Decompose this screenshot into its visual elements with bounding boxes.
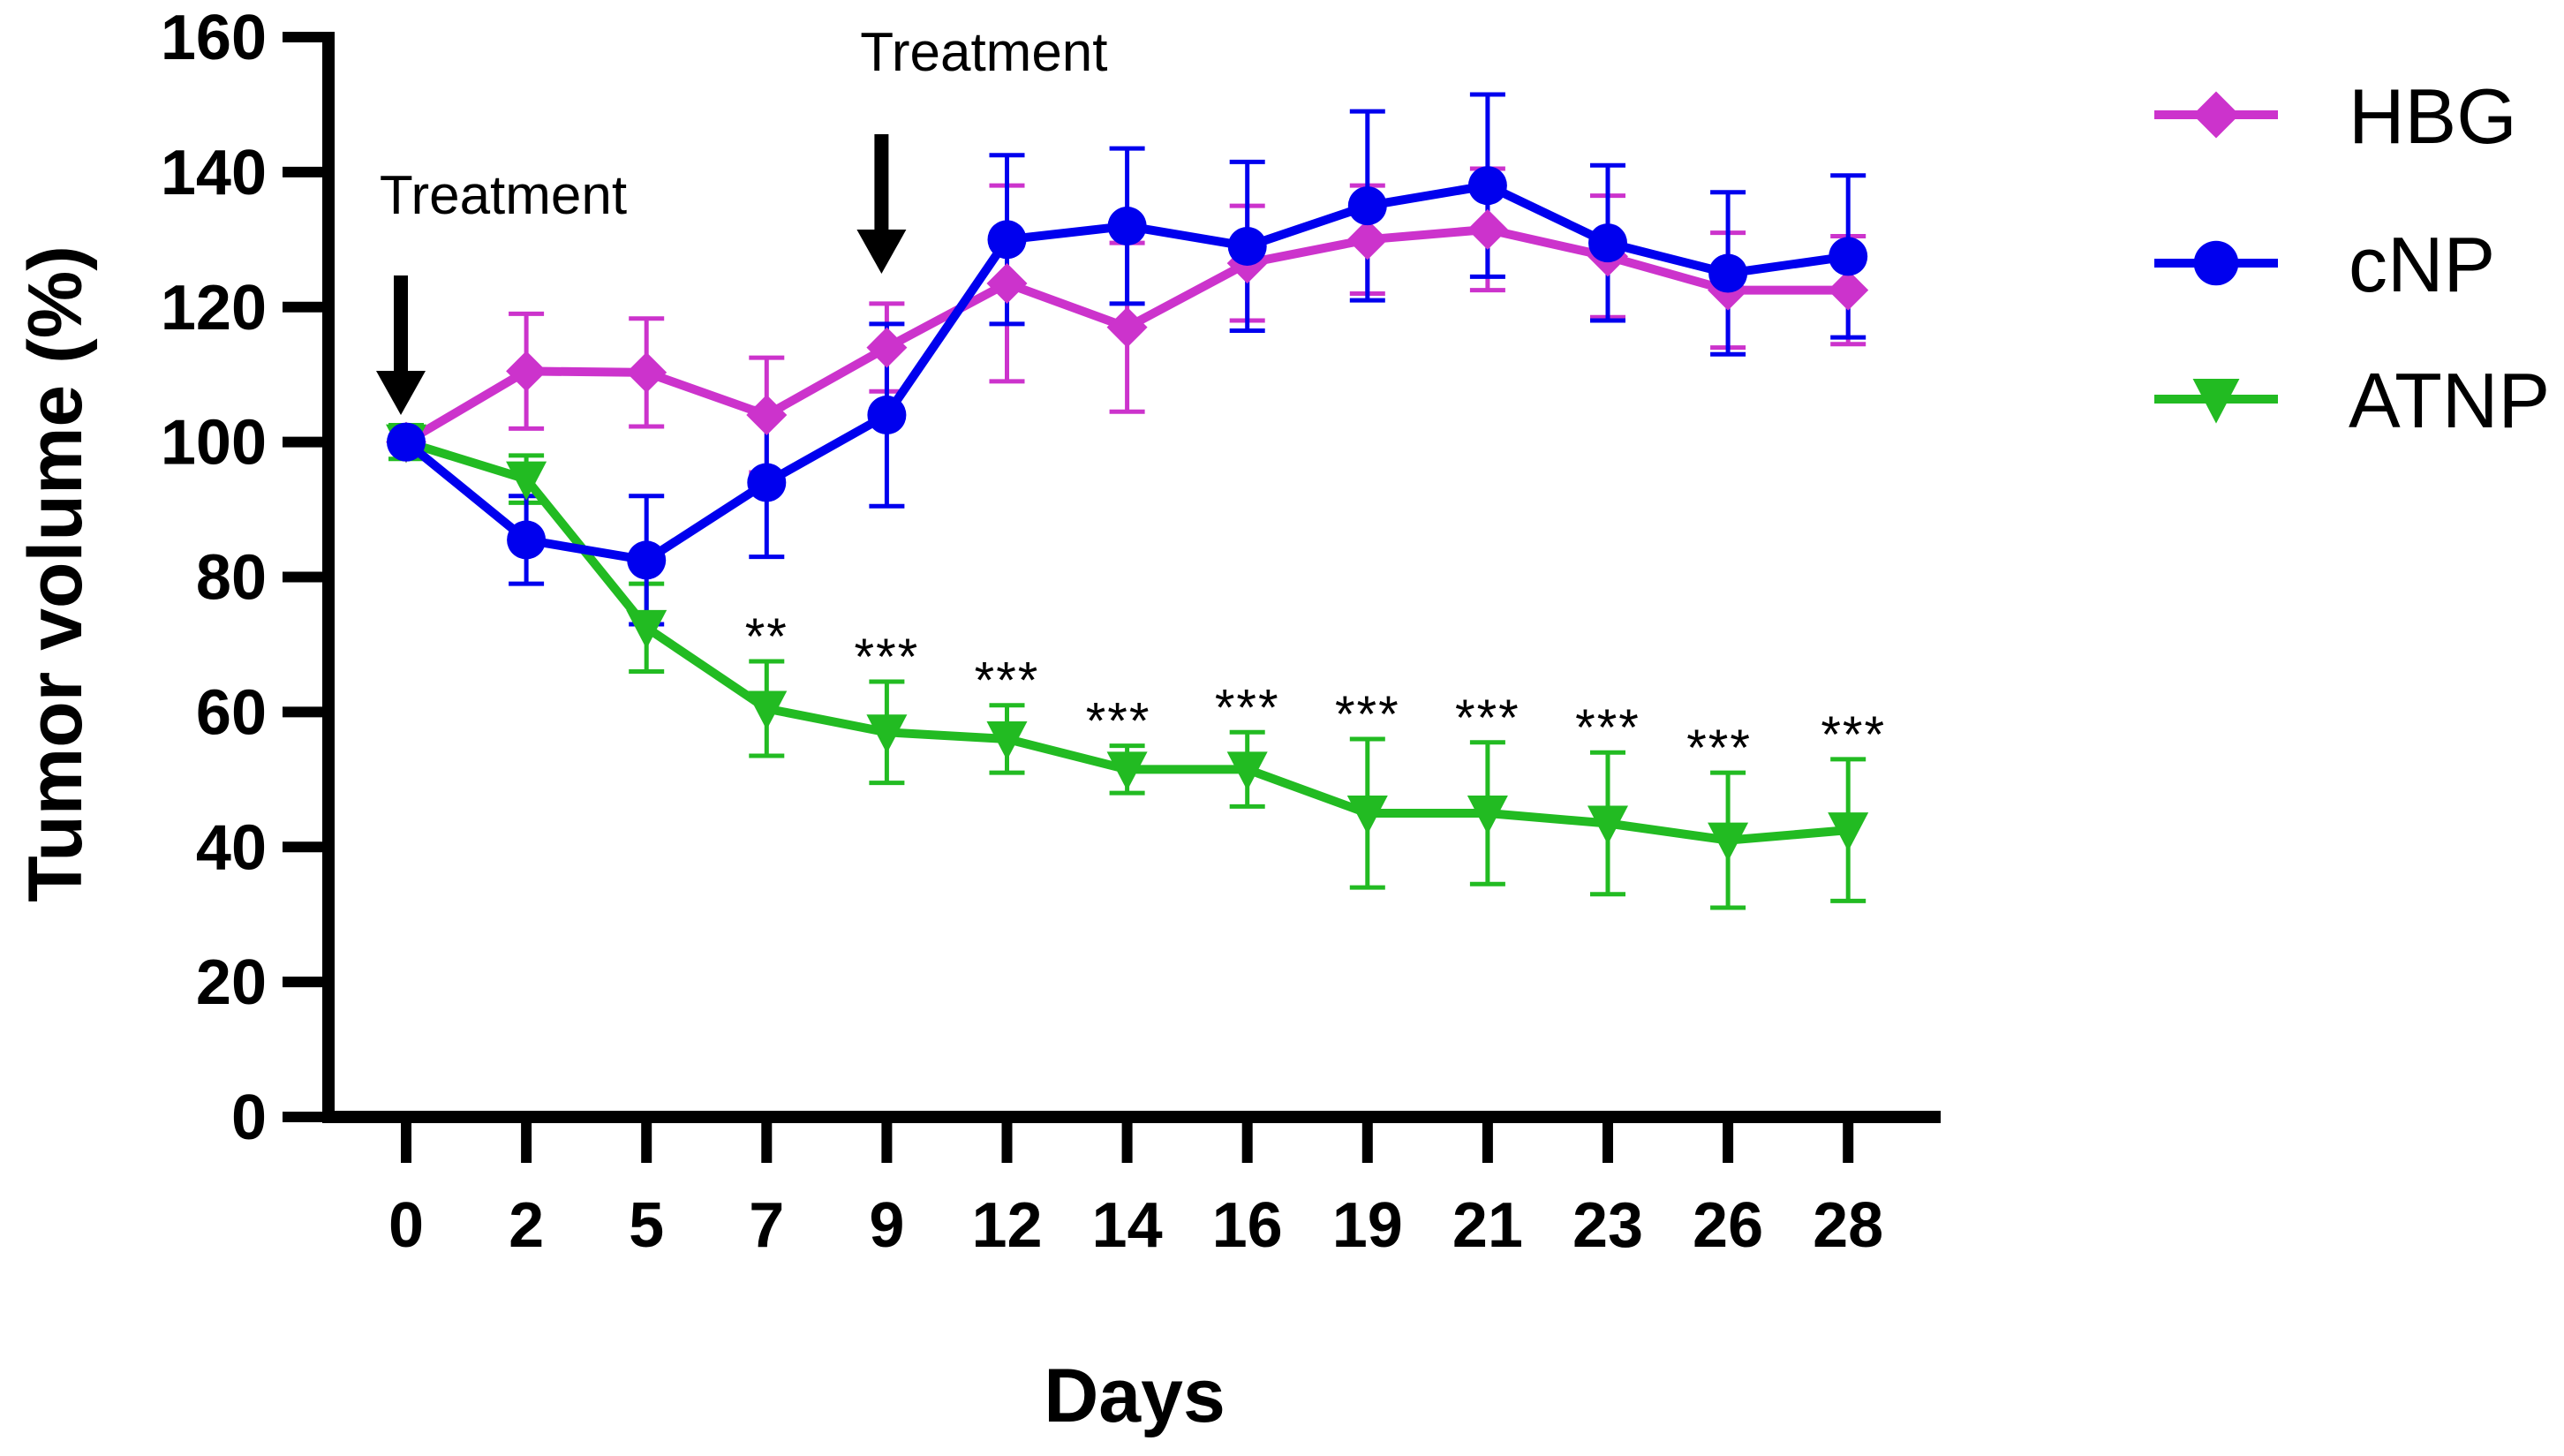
legend-marker-cnp xyxy=(2193,240,2239,286)
significance-label: *** xyxy=(1575,699,1640,757)
data-point-atnp xyxy=(1226,751,1268,791)
x-tick-label: 14 xyxy=(1092,1190,1163,1261)
significance-label: ** xyxy=(745,608,788,666)
x-axis-title: Days xyxy=(1044,1354,1225,1438)
data-point-atnp xyxy=(1708,822,1749,862)
y-tick-label: 60 xyxy=(196,677,267,748)
y-tick-label: 160 xyxy=(161,3,267,73)
x-tick-label: 0 xyxy=(388,1190,424,1261)
significance-label: *** xyxy=(1455,690,1520,747)
significance-label: *** xyxy=(855,629,920,686)
data-point-hbg xyxy=(986,262,1028,304)
x-tick-label: 23 xyxy=(1572,1190,1643,1261)
y-tick-label: 0 xyxy=(231,1083,267,1153)
treatment-arrow-head xyxy=(856,230,907,274)
legend-marker-atnp xyxy=(2192,379,2240,424)
legend-label-hbg: HBG xyxy=(2349,72,2517,160)
y-tick-label: 20 xyxy=(196,947,267,1018)
x-tick-label: 21 xyxy=(1452,1190,1523,1261)
data-point-cnp xyxy=(1107,207,1147,246)
significance-label: *** xyxy=(975,653,1040,710)
data-point-atnp xyxy=(626,609,667,649)
significance-label: *** xyxy=(1821,706,1886,764)
data-point-atnp xyxy=(866,714,908,754)
data-point-atnp xyxy=(746,690,788,730)
treatment-label: Treatment xyxy=(380,165,627,226)
series-markers xyxy=(386,166,1869,862)
y-tick-label: 40 xyxy=(196,812,267,883)
x-tick-label: 16 xyxy=(1212,1190,1283,1261)
data-point-cnp xyxy=(507,520,547,560)
y-tick-label: 80 xyxy=(196,543,267,614)
x-tick-label: 26 xyxy=(1693,1190,1763,1261)
data-point-hbg xyxy=(506,351,547,392)
significance-label: *** xyxy=(1086,693,1151,751)
x-tick-label: 12 xyxy=(971,1190,1042,1261)
data-point-hbg xyxy=(1828,269,1869,311)
y-tick-label: 100 xyxy=(161,408,267,479)
data-point-cnp xyxy=(867,396,907,435)
x-tick-label: 28 xyxy=(1813,1190,1883,1261)
data-point-cnp xyxy=(387,422,426,462)
treatment-label: Treatment xyxy=(860,22,1107,83)
data-point-cnp xyxy=(1708,253,1748,293)
data-point-cnp xyxy=(1588,223,1627,263)
data-point-cnp xyxy=(1467,166,1507,206)
x-tick-label: 9 xyxy=(869,1190,904,1261)
data-point-atnp xyxy=(1587,805,1628,845)
data-point-cnp xyxy=(627,540,667,580)
data-point-hbg xyxy=(1106,306,1148,348)
data-point-atnp xyxy=(986,720,1028,760)
x-tick-label: 2 xyxy=(509,1190,544,1261)
data-point-hbg xyxy=(1467,208,1508,250)
x-tick-label: 19 xyxy=(1332,1190,1403,1261)
data-point-hbg xyxy=(866,327,908,368)
data-point-atnp xyxy=(1828,812,1869,852)
data-point-atnp xyxy=(1467,796,1508,835)
x-tick-label: 7 xyxy=(749,1190,784,1261)
significance-label: *** xyxy=(1335,686,1400,743)
significance-label: *** xyxy=(1215,679,1280,736)
data-point-hbg xyxy=(746,395,788,436)
data-point-atnp xyxy=(1346,796,1388,835)
data-point-cnp xyxy=(987,220,1027,260)
data-point-cnp xyxy=(747,463,787,502)
y-tick-label: 120 xyxy=(161,273,267,343)
legend-marker-hbg xyxy=(2192,91,2240,139)
y-axis-title: Tumor volume (%) xyxy=(13,245,98,902)
significance-label: *** xyxy=(1686,720,1752,777)
legend-label-cnp: cNP xyxy=(2349,221,2495,308)
data-point-atnp xyxy=(506,461,547,501)
y-tick-label: 140 xyxy=(161,138,267,208)
legend: HBG cNP ATNP xyxy=(2154,72,2550,444)
data-point-cnp xyxy=(1347,186,1387,226)
treatment-arrow-head xyxy=(376,371,426,415)
data-point-hbg xyxy=(626,351,667,393)
x-tick-label: 5 xyxy=(629,1190,664,1261)
data-point-hbg xyxy=(1346,219,1388,260)
annotations: ** *** ****** *** *** *** *** *** ***TreatmentTr… xyxy=(376,22,1886,777)
data-point-cnp xyxy=(1227,226,1267,266)
legend-label-atnp: ATNP xyxy=(2349,357,2550,444)
data-point-atnp xyxy=(1106,751,1148,791)
data-point-cnp xyxy=(1829,237,1868,276)
axes: 0 20 40 60 80 100 120 140 160 0 2 5 7 9 12 14 16 19 21 23 26… xyxy=(13,3,1941,1438)
